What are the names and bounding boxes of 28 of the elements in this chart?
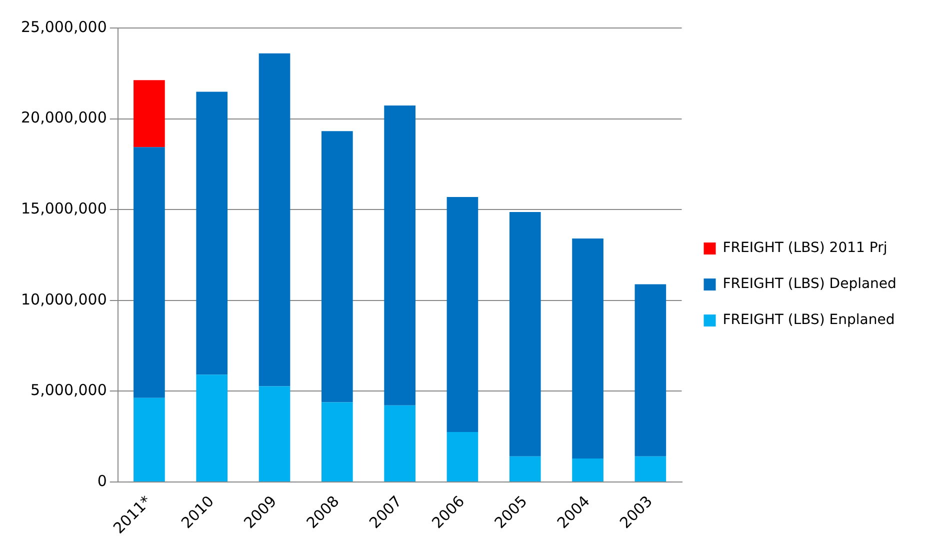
y-tick-label: 10,000,000 — [20, 290, 107, 308]
legend-label: FREIGHT (LBS) 2011 Prj — [722, 240, 888, 256]
bar — [384, 106, 416, 406]
bar — [634, 284, 666, 456]
legend-label: FREIGHT (LBS) Deplaned — [722, 276, 896, 292]
y-tick-label: 5,000,000 — [30, 381, 107, 400]
bar — [446, 197, 478, 432]
bar — [322, 402, 353, 482]
bar — [196, 374, 228, 482]
legend-label: FREIGHT (LBS) Enplaned — [722, 312, 895, 328]
bar — [509, 456, 541, 482]
y-tick-label: 15,000,000 — [20, 199, 107, 218]
bar — [322, 131, 353, 402]
y-tick-label: 0 — [97, 472, 107, 490]
y-tick-label: 25,000,000 — [20, 18, 107, 36]
bar — [572, 458, 604, 482]
bar — [634, 456, 666, 482]
bar — [134, 147, 165, 398]
bar — [258, 386, 290, 482]
y-tick-label: 20,000,000 — [20, 108, 107, 127]
bar — [134, 398, 165, 482]
bar — [258, 53, 290, 386]
bar — [134, 80, 165, 148]
bar — [572, 238, 604, 459]
bar — [196, 92, 228, 375]
bar — [446, 432, 478, 482]
bar — [384, 405, 416, 482]
bar — [509, 212, 541, 456]
